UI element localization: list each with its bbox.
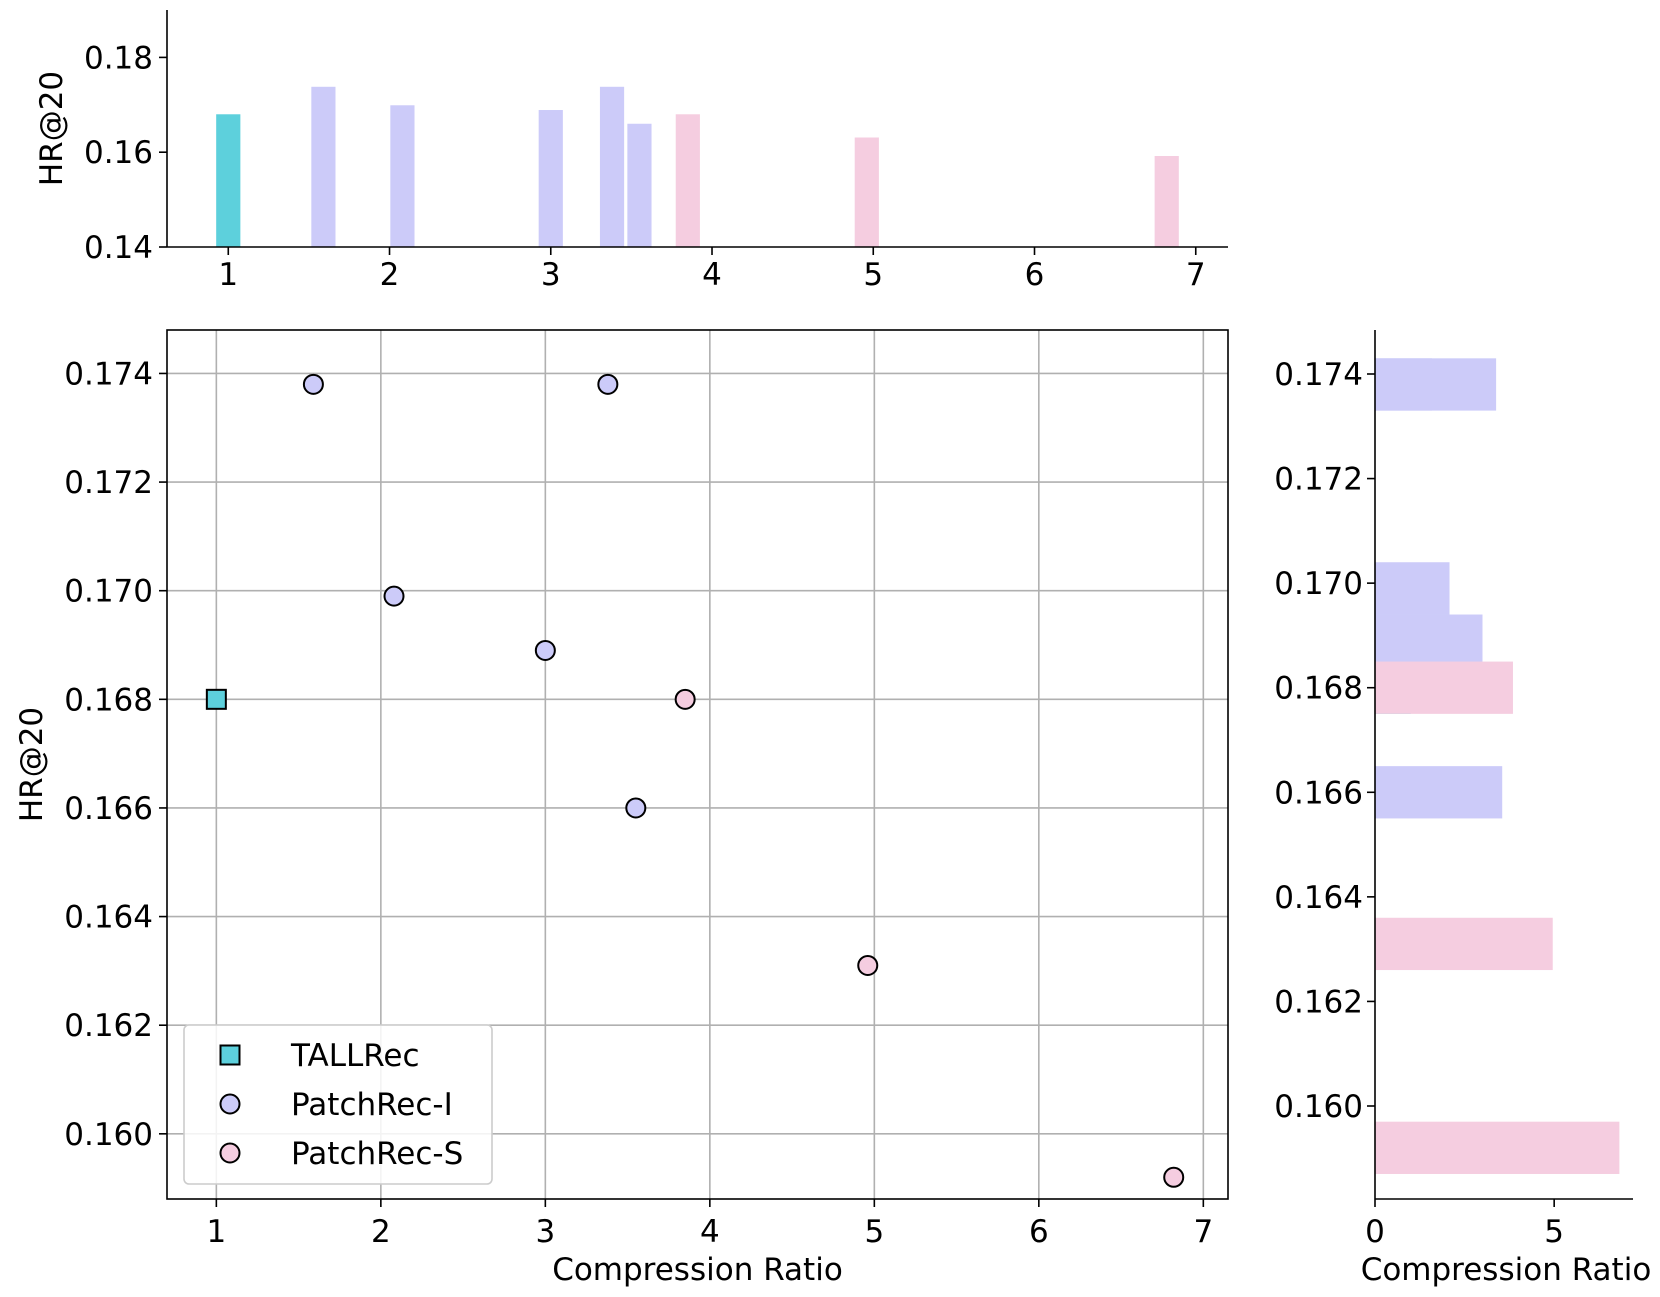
legend-label: PatchRec-S	[291, 1136, 463, 1172]
top-y-tick-label: 0.18	[84, 40, 153, 76]
right-bar-patchrec-i	[1375, 562, 1450, 615]
legend-label: TALLRec	[290, 1038, 420, 1074]
scatter-point-patchrec-i	[534, 639, 556, 661]
right-bar-patchrec-s	[1375, 661, 1513, 714]
scatter-point-patchrec-i	[597, 373, 619, 395]
right-bar-patchrec-s	[1375, 917, 1553, 971]
top-bar-patchrec-s	[1154, 155, 1179, 247]
right-bar-patchrec-i	[1375, 766, 1503, 819]
right-y-tick-label: 0.172	[1274, 462, 1363, 498]
right-x-tick-label: 5	[1544, 1214, 1564, 1250]
top-marginal-panel: 1 2 3 4 5 6 7 0.14 0.16 0.18 HR@20	[34, 10, 1228, 293]
y-tick-label: 0.160	[64, 1117, 153, 1153]
scatter-point-tallrec	[205, 688, 227, 710]
right-bar-patchrec-i	[1375, 358, 1497, 411]
scatter-point-patchrec-s	[674, 688, 696, 710]
top-x-tick-label: 4	[702, 257, 722, 293]
top-x-tick-label: 6	[1025, 257, 1045, 293]
x-tick-label: 2	[371, 1214, 391, 1250]
right-y-tick-label: 0.162	[1274, 984, 1363, 1020]
right-y-tick-label: 0.164	[1274, 880, 1363, 916]
top-y-axis-title: HR@20	[34, 71, 70, 186]
top-x-tick-label: 2	[380, 257, 400, 293]
main-scatter-panel: 1 2 3 4 5 6 7 0.160 0.162 0.164 0.166 0.168 0.170 0.1…	[14, 329, 1229, 1288]
top-bar-patchrec-i	[627, 123, 652, 247]
right-bar-patchrec-s	[1375, 1121, 1620, 1174]
right-y-tick-label: 0.174	[1274, 357, 1363, 393]
right-x-tick-label: 0	[1365, 1214, 1385, 1250]
x-tick-label: 6	[1029, 1214, 1049, 1250]
y-axis-title: HR@20	[14, 707, 50, 822]
x-tick-label: 7	[1193, 1214, 1213, 1250]
top-bar-patchrec-i	[599, 86, 625, 248]
right-y-tick-label: 0.168	[1274, 671, 1363, 707]
top-y-tick-label: 0.14	[84, 230, 153, 266]
x-axis-title: Compression Ratio	[552, 1252, 843, 1288]
x-tick-label: 5	[864, 1214, 884, 1250]
top-y-tick-label: 0.16	[84, 135, 153, 171]
scatter-point-patchrec-i	[625, 797, 647, 819]
right-y-tick-label: 0.160	[1274, 1089, 1363, 1125]
top-bar-patchrec-s	[854, 137, 879, 247]
y-tick-label: 0.166	[64, 791, 153, 827]
top-bar-patchrec-i	[538, 110, 563, 247]
plot-frame	[166, 329, 1229, 1200]
y-tick-label: 0.174	[64, 356, 153, 392]
x-tick-label: 1	[206, 1214, 226, 1250]
top-bar-tallrec	[216, 114, 241, 247]
scatter-point-patchrec-i	[302, 373, 324, 395]
y-tick-label: 0.162	[64, 1008, 153, 1044]
y-tick-label: 0.168	[64, 682, 153, 718]
legend-marker-tallrec	[219, 1044, 241, 1066]
x-tick-label: 4	[700, 1214, 720, 1250]
scatter-point-patchrec-i	[383, 585, 405, 607]
top-bar-patchrec-s	[675, 114, 700, 247]
y-tick-label: 0.170	[64, 574, 153, 610]
right-x-axis-title: Compression Ratio	[1361, 1252, 1652, 1288]
right-y-tick-label: 0.170	[1274, 566, 1363, 602]
legend-box	[183, 1024, 493, 1185]
right-y-tick-label: 0.166	[1274, 775, 1363, 811]
legend-marker-patchrec-i	[219, 1093, 241, 1115]
top-bar-patchrec-i	[390, 105, 415, 247]
legend-marker-patchrec-s	[219, 1142, 241, 1164]
top-bar-patchrec-i	[311, 86, 336, 248]
top-x-tick-label: 5	[863, 257, 883, 293]
top-x-tick-label: 7	[1186, 257, 1206, 293]
scatter-point-patchrec-s	[1163, 1166, 1185, 1188]
top-x-tick-label: 3	[541, 257, 561, 293]
y-tick-label: 0.172	[64, 465, 153, 501]
right-marginal-panel: 0 5 0.160 0.162 0.164 0.166 0.168 0.170 0.172 0.1…	[1274, 330, 1651, 1288]
right-bar-patchrec-i	[1375, 614, 1483, 667]
legend-label: PatchRec-I	[291, 1087, 453, 1123]
y-tick-label: 0.164	[64, 900, 153, 936]
top-x-tick-label: 1	[218, 257, 238, 293]
x-tick-label: 3	[535, 1214, 555, 1250]
scatter-point-patchrec-s	[857, 954, 879, 976]
